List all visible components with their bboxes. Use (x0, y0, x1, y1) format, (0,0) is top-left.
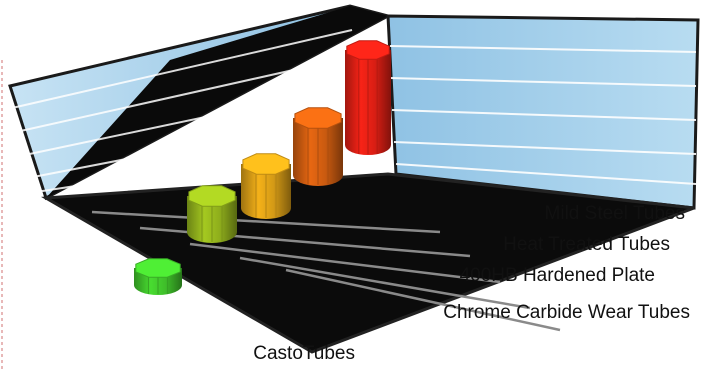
category-label: Heat Treated Tubes (503, 234, 670, 255)
column-top (346, 40, 390, 60)
column-4 (293, 107, 343, 186)
right-wall-gridlines (389, 45, 697, 185)
category-label: CastoTubes (253, 343, 355, 364)
category-label: 400HB Hardened Plate (460, 265, 655, 286)
column-top (242, 153, 290, 175)
column-5 (345, 40, 391, 155)
column-top (188, 185, 236, 207)
category-label: Chrome Carbide Wear Tubes (443, 302, 690, 323)
category-label: Mild Steel Tubes (545, 203, 685, 224)
column-2 (187, 185, 237, 243)
column-top (294, 107, 342, 129)
columns (134, 40, 391, 295)
back-wall-shadow (46, 6, 388, 198)
column-3 (241, 153, 291, 219)
category-labels: Mild Steel Tubes Heat Treated Tubes 400H… (253, 203, 690, 364)
column-1 (134, 258, 182, 295)
column-top (135, 258, 181, 278)
